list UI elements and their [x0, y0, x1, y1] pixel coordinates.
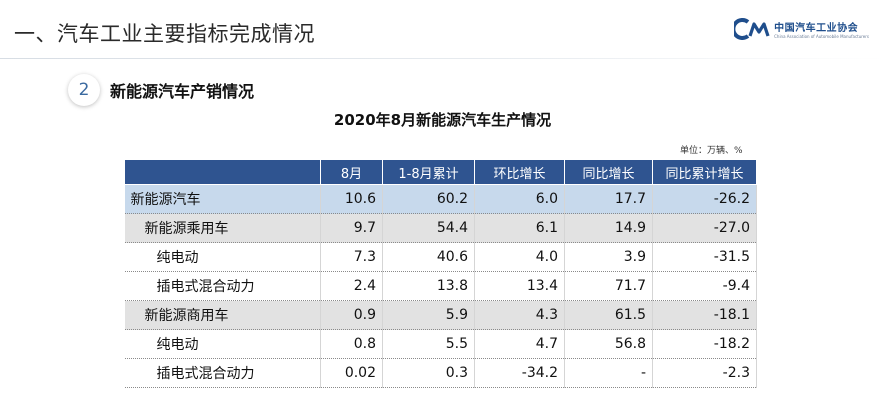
table-cell: 10.6 [320, 184, 383, 214]
table-unit-note: 单位：万辆、% [680, 146, 743, 156]
caam-logo: 中国汽车工业协会 China Association of Automobile… [734, 18, 869, 40]
caam-logo-icon [734, 18, 770, 40]
table-cell: -26.2 [652, 184, 757, 214]
row-label: 插电式混合动力 [124, 271, 321, 301]
table-cell: -18.1 [652, 300, 757, 330]
column-header: 1-8月累计 [382, 160, 475, 185]
logo-name-en: China Association of Automobile Manufact… [774, 34, 869, 39]
header-divider [0, 58, 885, 59]
table-cell: 5.5 [382, 329, 475, 359]
column-header [124, 160, 321, 185]
table-cell: 71.7 [564, 271, 653, 301]
table-cell: 6.0 [474, 184, 565, 214]
table-row: 插电式混合动力 0.02 0.3 -34.2 - -2.3 [124, 358, 757, 388]
table-title: 2020年8月新能源汽车生产情况 [333, 111, 552, 129]
table-cell: 4.7 [474, 329, 565, 359]
table-cell: 13.8 [382, 271, 475, 301]
table-row: 新能源乘用车 9.7 54.4 6.1 14.9 -27.0 [124, 213, 757, 243]
table-row: 插电式混合动力 2.4 13.8 13.4 71.7 -9.4 [124, 271, 757, 301]
production-table: 8月 1-8月累计 环比增长 同比增长 同比累计增长 新能源汽车 10.6 60… [124, 160, 757, 388]
table-cell: 3.9 [564, 242, 653, 272]
table-row: 新能源汽车 10.6 60.2 6.0 17.7 -26.2 [124, 184, 757, 214]
table-cell: 60.2 [382, 184, 475, 214]
table-cell: 13.4 [474, 271, 565, 301]
row-label: 插电式混合动力 [124, 358, 321, 388]
row-label: 纯电动 [124, 242, 321, 272]
row-label: 新能源乘用车 [124, 213, 321, 243]
table-cell: 2.4 [320, 271, 383, 301]
table-cell: 5.9 [382, 300, 475, 330]
row-label: 新能源商用车 [124, 300, 321, 330]
table-cell: -31.5 [652, 242, 757, 272]
table-cell: 4.0 [474, 242, 565, 272]
table-cell: 0.02 [320, 358, 383, 388]
table-cell: 14.9 [564, 213, 653, 243]
table-cell: 40.6 [382, 242, 475, 272]
table-row: 纯电动 0.8 5.5 4.7 56.8 -18.2 [124, 329, 757, 359]
table-cell: -18.2 [652, 329, 757, 359]
column-header: 环比增长 [474, 160, 565, 185]
table-cell: 0.3 [382, 358, 475, 388]
section-title: 新能源汽车产销情况 [110, 82, 255, 101]
table-cell: - [564, 358, 653, 388]
column-header: 同比增长 [564, 160, 653, 185]
logo-name-cn: 中国汽车工业协会 [774, 23, 859, 34]
table-cell: -27.0 [652, 213, 757, 243]
column-header: 8月 [320, 160, 383, 185]
table-cell: -9.4 [652, 271, 757, 301]
table-header-row: 8月 1-8月累计 环比增长 同比增长 同比累计增长 [124, 160, 757, 185]
row-label: 纯电动 [124, 329, 321, 359]
table-cell: -2.3 [652, 358, 757, 388]
table-cell: 61.5 [564, 300, 653, 330]
table-cell: 0.8 [320, 329, 383, 359]
table-cell: 6.1 [474, 213, 565, 243]
table-cell: 17.7 [564, 184, 653, 214]
column-header: 同比累计增长 [652, 160, 757, 185]
table-cell: 56.8 [564, 329, 653, 359]
table-cell: 9.7 [320, 213, 383, 243]
page-title: 一、汽车工业主要指标完成情况 [14, 22, 315, 46]
table-cell: 54.4 [382, 213, 475, 243]
section-heading: 2 新能源汽车产销情况 [68, 74, 254, 106]
table-cell: 4.3 [474, 300, 565, 330]
table-cell: 7.3 [320, 242, 383, 272]
table-cell: 0.9 [320, 300, 383, 330]
section-number-badge: 2 [68, 74, 100, 106]
table-row: 新能源商用车 0.9 5.9 4.3 61.5 -18.1 [124, 300, 757, 330]
row-label: 新能源汽车 [124, 184, 321, 214]
table-cell: -34.2 [474, 358, 565, 388]
table-row: 纯电动 7.3 40.6 4.0 3.9 -31.5 [124, 242, 757, 272]
